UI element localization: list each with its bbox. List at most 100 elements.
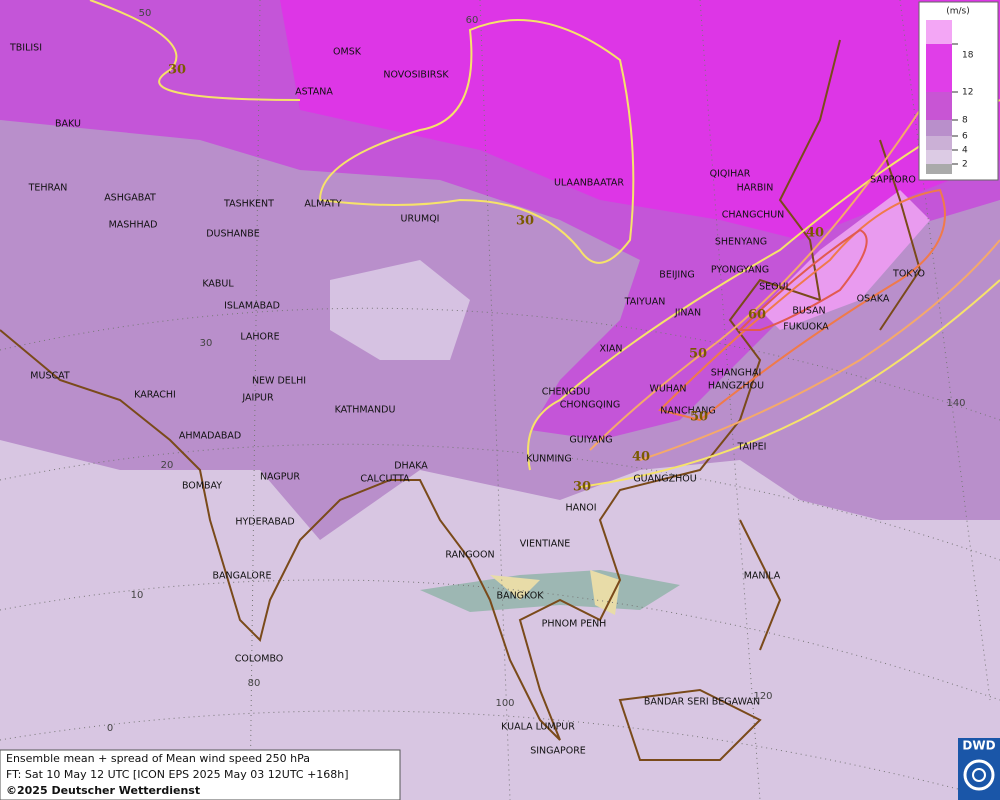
city-label: GUANGZHOU: [633, 474, 696, 485]
city-label: TASHKENT: [223, 199, 274, 210]
city-label: SHANGHAI: [711, 368, 762, 379]
city-label: MUSCAT: [30, 371, 70, 382]
city-label: NAGPUR: [260, 472, 300, 483]
city-label: AHMADABAD: [179, 431, 241, 442]
city-label: SAPPORO: [870, 175, 916, 186]
city-label: TAIYUAN: [624, 297, 666, 308]
city-label: BUSAN: [792, 306, 825, 317]
contour-label: 50: [689, 347, 707, 362]
contour-label: 30: [573, 480, 591, 495]
city-label: OSAKA: [857, 294, 890, 305]
city-label: FUKUOKA: [783, 322, 829, 333]
city-label: HARBIN: [737, 183, 774, 194]
city-label: ASTANA: [295, 87, 333, 98]
city-label: HYDERABAD: [235, 517, 294, 528]
graticule-label: 100: [495, 698, 514, 709]
footer-copyright: ©2025 Deutscher Wetterdienst: [6, 784, 200, 797]
city-label: GUIYANG: [569, 435, 612, 446]
city-label: MASHHAD: [109, 220, 158, 231]
legend-tick-label: 4: [962, 146, 968, 156]
city-label: KABUL: [202, 279, 234, 290]
city-label: ULAANBAATAR: [554, 178, 624, 189]
city-label: BAKU: [55, 119, 81, 130]
city-label: OMSK: [333, 47, 362, 58]
city-label: HANGZHOU: [708, 381, 764, 392]
city-label: TEHRAN: [28, 183, 68, 194]
city-label: BANGKOK: [497, 591, 545, 602]
logo-icon: [963, 759, 995, 791]
contour-label: 30: [168, 63, 186, 78]
legend-swatches: [926, 20, 952, 174]
legend-tick-label: 8: [962, 116, 968, 126]
city-label: DHAKA: [394, 461, 428, 472]
city-label: NOVOSIBIRSK: [383, 70, 449, 81]
city-label: KATHMANDU: [335, 405, 396, 416]
city-label: SINGAPORE: [530, 746, 586, 757]
contour-label: 50: [690, 410, 708, 425]
graticule-label: 60: [466, 15, 479, 26]
legend-tick-label: 18: [962, 51, 974, 61]
city-label: CHENGDU: [542, 387, 591, 398]
city-label: MANILA: [744, 571, 781, 582]
city-label: KARACHI: [134, 390, 176, 401]
field-min-2: [490, 570, 620, 615]
coastline: [0, 39, 922, 761]
city-label: TOKYO: [892, 269, 925, 280]
city-label: NEW DELHI: [252, 376, 306, 387]
graticule-label: 80: [248, 678, 261, 689]
city-label: NANCHANG: [660, 406, 715, 417]
city-label: URUMQI: [401, 214, 440, 225]
city-label: BANDAR SERI BEGAWAN: [644, 697, 760, 708]
city-label: TAIPEI: [737, 442, 767, 453]
city-label: CHONGQING: [560, 400, 620, 411]
city-label: PHNOM PENH: [542, 619, 607, 630]
contour-label: 60: [748, 308, 766, 323]
graticule-label: 120: [753, 691, 772, 702]
graticule-label: 20: [161, 460, 174, 471]
city-label: JAIPUR: [241, 393, 274, 404]
city-label: CALCUTTA: [360, 474, 410, 485]
city-label: BEIJING: [659, 270, 694, 281]
graticule-label: 140: [946, 398, 965, 409]
legend-tick-label: 6: [962, 132, 968, 142]
graticule-label: 50: [139, 8, 152, 19]
graticule-label: 0: [107, 723, 113, 734]
city-label: VIENTIANE: [520, 539, 571, 550]
city-label: PYONGYANG: [711, 265, 769, 276]
legend-unit: (m/s): [946, 7, 970, 17]
contour-label: 40: [632, 450, 650, 465]
city-label: KUNMING: [526, 454, 572, 465]
city-label: CHANGCHUN: [722, 210, 785, 221]
footer-time: FT: Sat 10 May 12 UTC [ICON EPS 2025 May…: [6, 768, 349, 781]
graticule-label: 30: [200, 338, 213, 349]
footer-box: [0, 749, 401, 800]
contour-label: 40: [806, 226, 824, 241]
city-label: QIQIHAR: [710, 169, 751, 180]
contour-label: 30: [516, 214, 534, 229]
city-label: RANGOON: [445, 550, 494, 561]
footer-title: Ensemble mean + spread of Mean wind spee…: [6, 752, 310, 765]
city-label: ALMATY: [304, 199, 342, 210]
city-label: HANOI: [565, 503, 596, 514]
city-label: XIAN: [600, 344, 623, 355]
city-label: WUHAN: [649, 384, 686, 395]
city-label: LAHORE: [240, 332, 279, 343]
contours: [89, 0, 1000, 488]
city-label: DUSHANBE: [206, 229, 260, 240]
legend-tick-label: 2: [962, 160, 968, 170]
logo-icon-inner: [972, 768, 986, 782]
city-label: ASHGABAT: [104, 193, 156, 204]
logo-text: DWD: [962, 739, 995, 753]
graticule-label: 10: [131, 590, 144, 601]
field-mid: [0, 120, 1000, 540]
city-label: ISLAMABAD: [224, 301, 280, 312]
city-label: COLOMBO: [235, 654, 284, 665]
field-low-patch: [330, 260, 470, 360]
city-label: BOMBAY: [182, 481, 222, 492]
city-label: SEOUL: [759, 282, 791, 293]
city-label: BANGALORE: [212, 571, 271, 582]
field-higher: [280, 0, 1000, 240]
legend-tick-label: 12: [962, 88, 973, 98]
